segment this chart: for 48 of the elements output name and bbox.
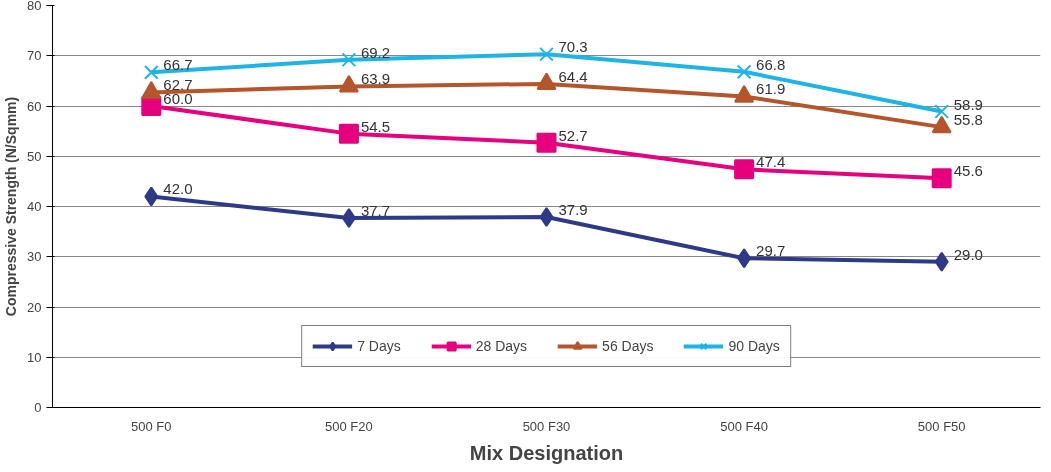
y-tick-label: 70 [27, 48, 42, 64]
data-label: 66.7 [163, 56, 193, 74]
y-tick-label: 20 [27, 299, 42, 315]
y-tick-label: 10 [27, 349, 42, 365]
y-tick-label: 50 [27, 148, 42, 164]
y-tick-label: 0 [34, 400, 42, 415]
data-label: 42.0 [163, 180, 193, 198]
y-tick-label: 80 [27, 0, 42, 13]
data-label: 52.7 [558, 126, 588, 144]
data-label: 66.8 [756, 55, 786, 73]
point [931, 168, 952, 189]
x-tick-label: 500 F50 [917, 418, 966, 434]
legend-label: 90 Days [728, 338, 780, 354]
data-label: 29.7 [756, 242, 786, 260]
y-tick-label: 40 [27, 199, 42, 214]
x-axis-title: Mix Designation [469, 441, 624, 464]
data-label: 64.4 [558, 67, 588, 85]
point [934, 104, 950, 119]
point [934, 251, 949, 272]
point [539, 207, 554, 228]
x-tick-label: 500 F30 [522, 418, 571, 434]
y-axis-title: Compressive Strength (N/Sqmm) [3, 96, 20, 317]
data-label: 45.6 [953, 162, 983, 180]
legend-label: 7 Days [357, 338, 401, 354]
x-tick-label: 500 F0 [131, 418, 172, 434]
data-label: 37.7 [360, 202, 391, 220]
y-tick-label: 60 [27, 98, 42, 114]
data-label: 54.5 [360, 117, 391, 135]
x-tick-label: 500 F20 [325, 418, 373, 434]
point [737, 248, 752, 269]
point [144, 186, 159, 207]
data-label: 70.3 [558, 38, 588, 56]
point [736, 64, 752, 80]
legend-label: 56 Days [602, 338, 654, 354]
point [341, 208, 356, 229]
point [143, 64, 159, 80]
point [734, 159, 755, 180]
data-label: 63.9 [360, 70, 391, 88]
x-tick-label: 500 F40 [720, 418, 768, 434]
data-label: 55.8 [953, 111, 983, 129]
data-label: 47.4 [756, 153, 786, 171]
legend-label: 28 Days [475, 338, 528, 354]
data-label: 61.9 [756, 80, 786, 98]
y-tick-label: 30 [27, 249, 42, 265]
point [539, 46, 554, 62]
point [536, 132, 557, 153]
point [341, 52, 357, 68]
point [338, 123, 359, 144]
